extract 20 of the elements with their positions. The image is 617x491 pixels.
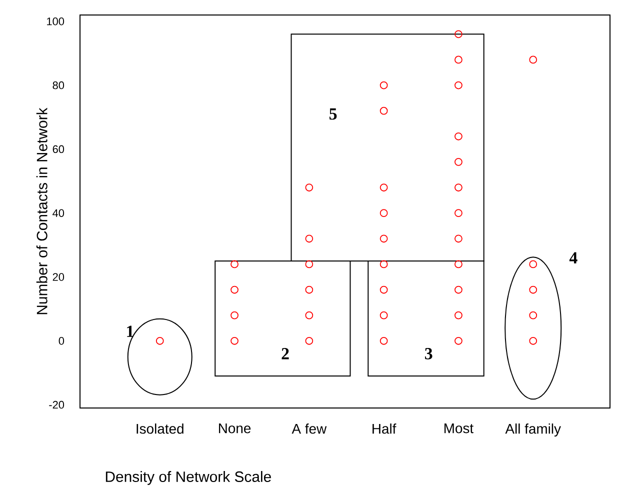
y-tick-label: -20 <box>49 400 64 409</box>
x-tick-label: Isolated <box>136 424 184 434</box>
y-tick-label: 40 <box>52 209 64 217</box>
x-tick-label: A few <box>292 424 327 434</box>
y-tick-label: 100 <box>47 18 64 26</box>
y-tick-label: 60 <box>52 145 64 154</box>
annotation: 3 <box>425 348 432 360</box>
y-axis-title: Number of Contacts in Network <box>36 108 48 314</box>
x-axis-title: Density of Network Scale <box>106 471 271 485</box>
x-tick-label: None <box>218 424 251 434</box>
annotation: 2 <box>282 348 289 360</box>
y-tick-label: 20 <box>52 273 64 281</box>
x-tick-label: Half <box>372 424 396 434</box>
x-tick-label: All family <box>505 424 561 437</box>
annotation: 5 <box>330 108 337 120</box>
y-tick-label: 0 <box>58 337 64 345</box>
y-tick-label: 80 <box>52 81 64 90</box>
annotation: 4 <box>569 252 578 264</box>
x-tick-label: Most <box>444 424 474 434</box>
annotation: 1 <box>127 326 134 337</box>
